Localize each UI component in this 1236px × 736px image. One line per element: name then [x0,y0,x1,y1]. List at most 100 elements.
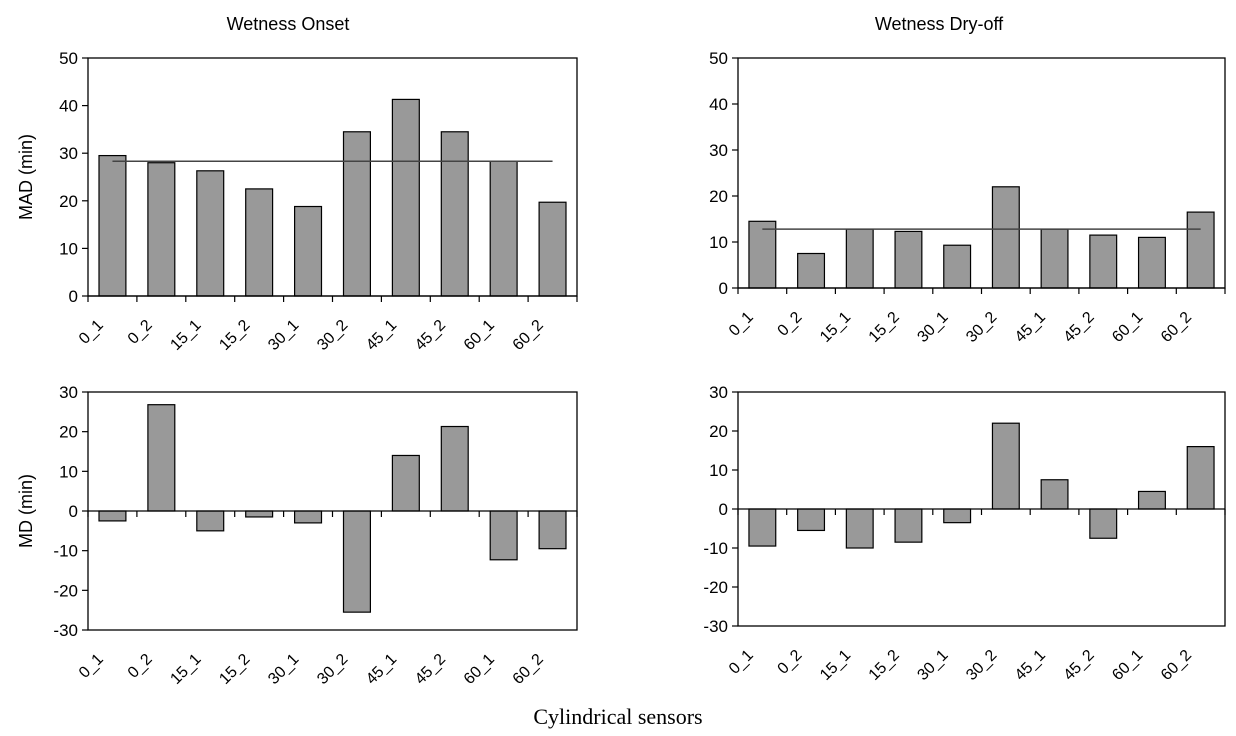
panel4-bar-15_1 [845,508,874,549]
panel1-bar-15_2 [245,188,274,297]
panel3-y-tick-label-10: 10 [59,462,78,481]
panel2-y-tick-label-0: 0 [719,279,728,298]
panel2-y-tick-label-10: 10 [709,233,728,252]
panel1-y-tick-label-20: 20 [59,192,78,211]
panel4-bar-45_2 [1089,508,1118,539]
panel2-x-tick-label-0_1: 0_1 [726,309,757,340]
panel4-x-tick-label-45_2: 45_2 [1061,647,1098,684]
panel3-bar-15_2 [245,510,274,518]
panel1-x-tick-label-30_2: 30_2 [314,317,351,354]
panel4-bar-30_1 [943,508,972,524]
panel1-bar-45_2 [440,131,469,297]
panel1-bar-30_1 [294,205,323,297]
panel2-bar-30_1 [943,244,972,289]
panel3-x-tick-label-30_1: 30_1 [265,651,302,688]
panel4-bar-60_2 [1186,446,1215,510]
panel1-bar-60_2 [538,201,567,297]
panel1-bar-0_2 [147,162,176,297]
panel1-y-tick-label-40: 40 [59,97,78,116]
panel3-y-tick-label-0: 0 [69,502,78,521]
panel1-bar-0_1 [98,154,127,297]
panel4-x-tick-label-45_1: 45_1 [1012,647,1049,684]
panel4-y-tick-label-0: 0 [719,500,728,519]
panel2-bar-60_1 [1137,236,1166,289]
panel4-x-tick-label-0_1: 0_1 [726,647,757,678]
panel1-x-tick-label-0_2: 0_2 [125,317,156,348]
panel2-x-tick-label-60_2: 60_2 [1158,309,1195,346]
panel2-y-tick-label-50: 50 [709,49,728,68]
panel1-bar-30_2 [342,131,371,297]
panel1-x-tick-label-60_2: 60_2 [510,317,547,354]
panel3-x-tick-label-60_1: 60_1 [461,651,498,688]
panel2-x-tick-label-0_2: 0_2 [775,309,806,340]
panel3-bar-60_1 [489,510,518,561]
panel3-bar-15_1 [196,510,225,532]
panel1-bar-60_1 [489,160,518,297]
panel3-bar-45_2 [440,425,469,512]
panel3-y-axis-label: MD (min) [16,474,36,548]
panel4-bar-15_2 [894,508,923,543]
panel3-x-tick-label-15_1: 15_1 [167,651,204,688]
panel2-bar-0_1 [748,220,777,289]
panel4-y-tick-label-10: 10 [709,461,728,480]
panel2-bar-15_2 [894,230,923,289]
panel2-x-tick-label-15_1: 15_1 [817,309,854,346]
panel3-y-tick-label-20: 20 [59,423,78,442]
panel3-y-tick-label--20: -20 [53,581,78,600]
panel1-y-axis-label: MAD (min) [16,134,36,220]
panel4-bar-30_2 [991,422,1020,510]
panel3-bar-30_2 [342,510,371,613]
panel4-x-tick-label-30_1: 30_1 [914,647,951,684]
panel3-y-tick-label--10: -10 [53,542,78,561]
panel1-x-tick-label-15_2: 15_2 [216,317,253,354]
panel1-x-tick-label-0_1: 0_1 [76,317,107,348]
panel2-bar-30_2 [991,186,1020,289]
panel3-bar-30_1 [294,510,323,524]
panel4-x-tick-label-0_2: 0_2 [775,647,806,678]
panel2-x-tick-label-30_2: 30_2 [963,309,1000,346]
panel2-bar-15_1 [845,228,874,289]
panel1-y-tick-label-30: 30 [59,144,78,163]
panel1-x-tick-label-45_2: 45_2 [412,317,449,354]
panel1-y-tick-label-0: 0 [69,287,78,306]
panel1-x-tick-label-60_1: 60_1 [461,317,498,354]
panel2-x-tick-label-45_1: 45_1 [1012,309,1049,346]
panel3-x-tick-label-60_2: 60_2 [510,651,547,688]
panel2-bar-0_2 [797,252,826,289]
panel4-y-tick-label--10: -10 [703,539,728,558]
panel4-y-tick-label--20: -20 [703,578,728,597]
panel2-y-tick-label-30: 30 [709,141,728,160]
panel2-x-tick-label-30_1: 30_1 [914,309,951,346]
panel2-bar-60_2 [1186,211,1215,289]
panel2-x-tick-label-45_2: 45_2 [1061,309,1098,346]
panel3-bar-45_1 [391,454,420,512]
panel2-x-tick-label-60_1: 60_1 [1109,309,1146,346]
panel3-x-tick-label-45_2: 45_2 [412,651,449,688]
panel4-bar-60_1 [1137,490,1166,510]
panel4-x-tick-label-60_2: 60_2 [1158,647,1195,684]
shared-x-axis-label: Cylindrical sensors [533,704,702,729]
panel3-x-tick-label-30_2: 30_2 [314,651,351,688]
panel3-y-tick-label--30: -30 [53,621,78,640]
panel1-y-tick-label-50: 50 [59,49,78,68]
panel1-bar-15_1 [196,170,225,297]
panel2-y-tick-label-40: 40 [709,95,728,114]
panel3-x-tick-label-15_2: 15_2 [216,651,253,688]
panel2-x-tick-label-15_2: 15_2 [866,309,903,346]
panel4-bar-0_2 [797,508,826,532]
panel1-bar-45_1 [391,98,420,297]
panel3-bar-0_2 [147,404,176,512]
panel3-y-tick-label-30: 30 [59,383,78,402]
panel2-y-tick-label-20: 20 [709,187,728,206]
panel3-bar-0_1 [98,510,127,522]
panel4-y-tick-label-20: 20 [709,422,728,441]
panel1-x-tick-label-30_1: 30_1 [265,317,302,354]
panel4-y-tick-label--30: -30 [703,617,728,636]
panel2-bar-45_2 [1089,234,1118,289]
panel4-x-tick-label-15_1: 15_1 [817,647,854,684]
panel3-bar-60_2 [538,510,567,550]
panel1-y-tick-label-10: 10 [59,239,78,258]
panel2-bar-45_1 [1040,228,1069,289]
panel4-y-tick-label-30: 30 [709,383,728,402]
